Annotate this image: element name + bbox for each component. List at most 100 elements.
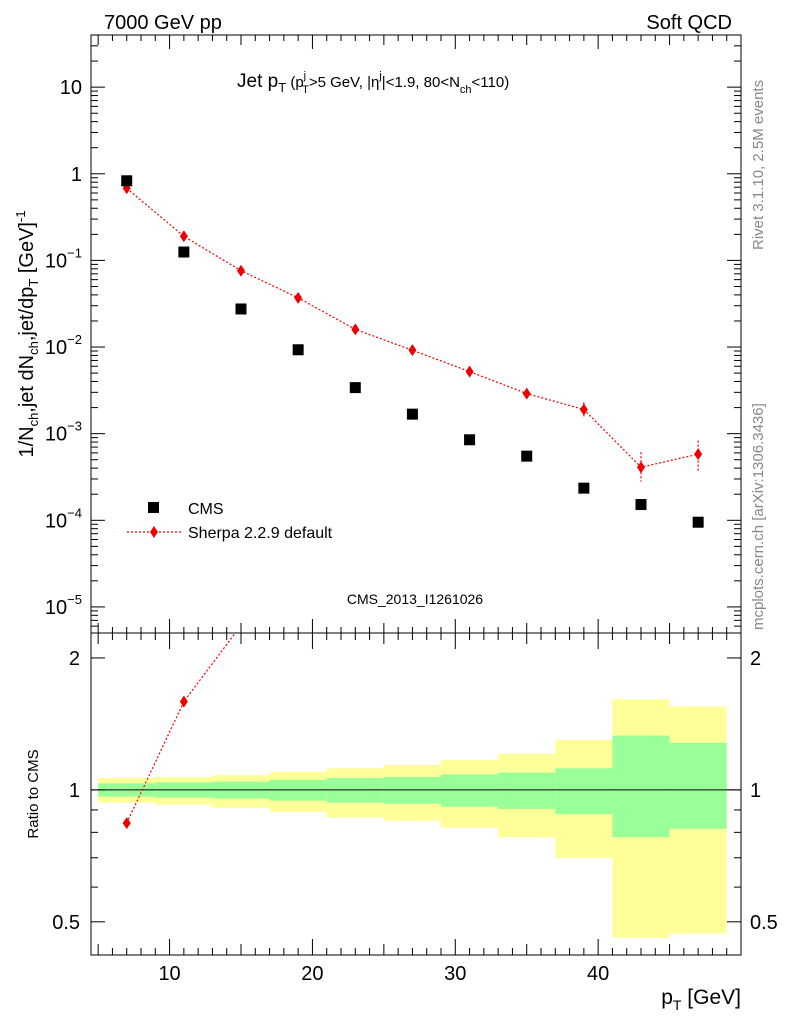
cms-point <box>406 408 418 420</box>
main-y-tick-label: 10 <box>60 77 82 99</box>
sherpa-markers <box>122 182 703 474</box>
ratio-y-tick-label: 1 <box>69 780 80 802</box>
header-process-label: Soft QCD <box>646 12 732 34</box>
title-pt-sub: T <box>302 84 309 96</box>
ylabel-part-a-sub: ch <box>26 413 41 427</box>
cms-markers <box>121 175 704 528</box>
ratio-axis-ticks <box>91 633 741 955</box>
legend-cms-marker <box>148 502 159 513</box>
ratio-y-tick-label: 0.5 <box>52 912 80 934</box>
title-pt-sup: j <box>303 70 306 82</box>
ratio-y-tick-label-right: 0.5 <box>750 912 778 934</box>
ylabel-part-c: ,jet/dp <box>16 287 38 341</box>
title-eta-sup: j <box>378 70 381 82</box>
ratio-sherpa-line <box>126 632 236 824</box>
main-y-tick-label-exponent: −5 <box>67 592 82 607</box>
main-y-tick-label-base: 10 <box>45 597 67 619</box>
main-title: Jet pT (pj T>5 GeV, |ηj|<1.9, 80<Nch<110) <box>237 70 509 96</box>
x-tick-label: 10 <box>158 963 180 985</box>
ratio-sherpa-markers <box>122 695 188 830</box>
ylabel-part-b-sub: ch <box>26 341 41 355</box>
main-y-tick-label-base: 10 <box>45 337 67 359</box>
sherpa-point <box>294 291 303 304</box>
legend-sherpa-marker <box>150 526 158 538</box>
sherpa-point <box>522 387 531 400</box>
ratio-panel: 0.5 0.5 1 1 2 2 10 20 30 40 Ratio to CMS pT [GeV… <box>25 632 778 1013</box>
sherpa-error-bars <box>126 187 699 482</box>
ratio-y-tick-label-right: 1 <box>750 780 761 802</box>
title-main: Jet p <box>237 71 278 92</box>
cms-point <box>692 516 704 528</box>
sherpa-point <box>237 264 245 277</box>
analysis-watermark: CMS_2013_I1261026 <box>347 591 483 607</box>
main-y-tick-label-base: 1 <box>71 164 82 186</box>
main-y-tick-label: 10−3 <box>45 419 82 446</box>
cms-point <box>464 434 476 446</box>
x-tick-label: 30 <box>444 963 466 985</box>
ratio-sherpa-point <box>179 695 188 708</box>
main-y-tick-label-base: 10 <box>45 424 67 446</box>
main-y-tick-label-base: 10 <box>45 250 67 272</box>
main-y-tick-label: 10−4 <box>45 505 82 532</box>
main-plot-frame <box>90 34 742 634</box>
cms-point <box>121 175 133 187</box>
main-y-axis-label: 1/Nch,jet dNch,jet/dpT [GeV]-1 <box>13 210 41 457</box>
sherpa-point <box>694 448 703 461</box>
title-cut2: |<1.9, 80<N <box>382 74 460 91</box>
main-y-tick-label-exponent: −1 <box>67 245 82 260</box>
cms-point <box>292 344 304 356</box>
main-y-tick-label-base: 10 <box>45 510 67 532</box>
cms-point <box>178 246 190 258</box>
xlabel-unit: [GeV] <box>681 986 741 1009</box>
cms-point <box>349 382 361 394</box>
main-axis-ticks <box>91 34 741 633</box>
ratio-series-line <box>126 632 236 824</box>
side-label-rivet: Rivet 3.1.10, 2.5M events <box>750 80 767 250</box>
ylabel-part-d-sup: -1 <box>13 210 28 222</box>
main-y-tick-label: 10−2 <box>45 332 82 359</box>
ratio-inner-band <box>498 772 556 809</box>
title-main-sub: T <box>278 80 286 95</box>
x-tick-label: 40 <box>587 963 609 985</box>
sherpa-series-line <box>126 187 699 468</box>
ratio-sherpa-point <box>122 817 131 830</box>
ratio-plot-frame <box>90 632 742 956</box>
main-y-tick-label-exponent: −3 <box>67 419 82 434</box>
sherpa-point <box>179 230 188 243</box>
sherpa-point <box>351 323 360 336</box>
sherpa-point <box>637 461 645 474</box>
ratio-y-tick-label-right: 2 <box>750 648 761 670</box>
sherpa-point <box>579 403 588 416</box>
ratio-inner-band <box>669 742 727 829</box>
ratio-inner-band <box>441 774 499 807</box>
ylabel-part-d: [GeV] <box>16 222 38 279</box>
header-energy-label: 7000 GeV pp <box>104 12 222 34</box>
ylabel-part-c-sub: T <box>26 279 41 287</box>
cms-point <box>235 303 247 315</box>
main-y-tick-label: 10−1 <box>45 245 82 272</box>
sherpa-point <box>465 365 474 378</box>
x-tick-label: 20 <box>301 963 323 985</box>
title-cut1: >5 GeV, |η <box>309 74 379 91</box>
legend: CMS Sherpa 2.2.9 default <box>127 501 333 542</box>
main-y-tick-label: 1 <box>71 164 82 186</box>
ratio-uncertainty-bands <box>98 699 727 938</box>
ratio-inner-band <box>555 768 613 815</box>
title-nch-sub: ch <box>460 84 472 96</box>
main-y-tick-label: 10−5 <box>45 592 82 619</box>
ylabel-part-a: 1/N <box>16 426 38 457</box>
cms-point <box>578 482 590 494</box>
side-label-mcplots: mcplots.cern.ch [arXiv:1306.3436] <box>750 403 767 630</box>
main-y-tick-label-exponent: −2 <box>67 332 82 347</box>
title-cut3: <110) <box>472 74 510 91</box>
main-y-tick-label-base: 10 <box>60 77 82 99</box>
main-y-tick-label-exponent: −4 <box>67 505 82 520</box>
legend-cms-label: CMS <box>188 501 224 518</box>
title-paren-open: (p <box>286 74 304 91</box>
legend-sherpa-label: Sherpa 2.2.9 default <box>188 525 333 542</box>
sherpa-line <box>126 187 699 468</box>
sherpa-point <box>408 344 417 357</box>
